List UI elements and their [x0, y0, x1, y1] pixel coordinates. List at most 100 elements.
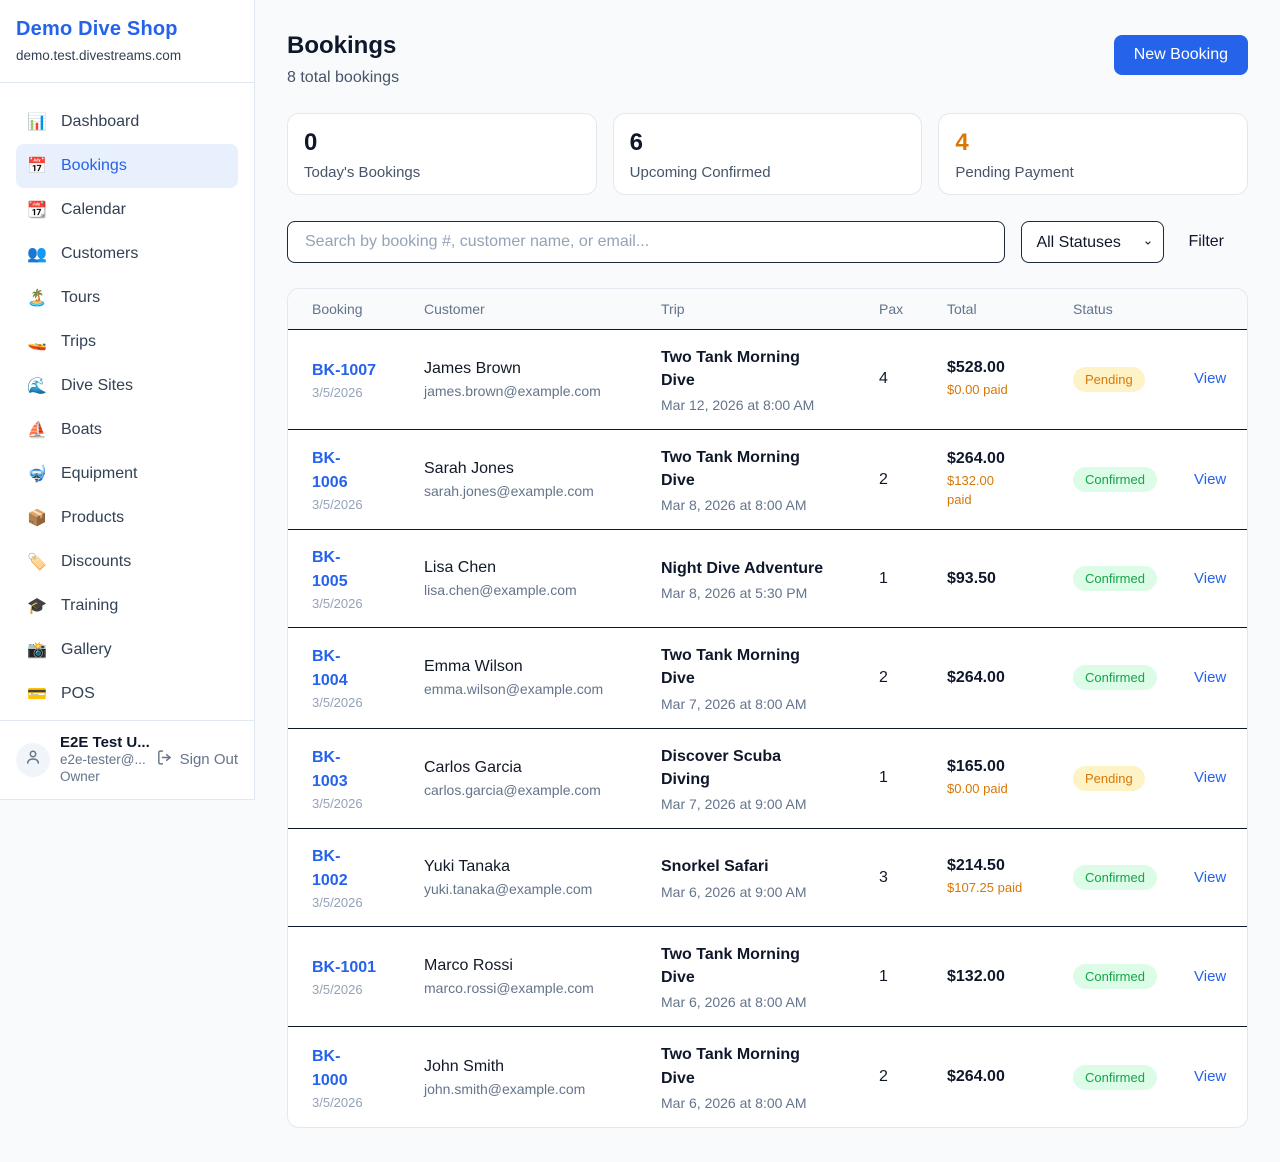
total-amount: $264.00: [947, 1068, 1005, 1086]
stat-label: Pending Payment: [955, 164, 1074, 181]
table-row: BK-1001 3/5/2026 Marco Rossi marco.rossi…: [288, 926, 1247, 1028]
col-header-pax: Pax: [879, 289, 947, 330]
view-link[interactable]: View: [1194, 1068, 1227, 1086]
pax-count: 1: [879, 967, 888, 985]
sidebar-item-boats[interactable]: ⛵ Boats: [16, 408, 238, 452]
table-row: BK- 1004 3/5/2026 Emma Wilson emma.wilso…: [288, 627, 1247, 729]
nav-item-icon: 🏝️: [27, 290, 47, 307]
customer-email: lisa.chen@example.com: [424, 582, 577, 599]
nav-item-label: Products: [61, 509, 125, 526]
nav-item-icon: 📊: [27, 114, 47, 131]
table-header-row: Booking Customer Trip Pax Total Status: [288, 289, 1247, 330]
col-header-trip: Trip: [661, 289, 879, 330]
stat-card-upcoming-confirmed: 6 Upcoming Confirmed: [612, 113, 923, 195]
trip-datetime: Mar 6, 2026 at 9:00 AM: [661, 883, 807, 900]
trip-datetime: Mar 6, 2026 at 8:00 AM: [661, 1094, 807, 1111]
sidebar: Demo Dive Shop demo.test.divestreams.com…: [0, 0, 255, 800]
view-link[interactable]: View: [1194, 470, 1227, 488]
sidebar-item-gallery[interactable]: 📸 Gallery: [16, 628, 238, 672]
sidebar-item-tours[interactable]: 🏝️ Tours: [16, 276, 238, 320]
booking-date: 3/5/2026: [312, 384, 363, 400]
view-link[interactable]: View: [1194, 569, 1227, 587]
nav-item-icon: 🎓: [27, 598, 47, 615]
view-link[interactable]: View: [1194, 868, 1227, 886]
nav-item-icon: 👥: [27, 246, 47, 263]
user-role: Owner: [60, 769, 100, 785]
pax-count: 1: [879, 569, 888, 587]
sidebar-footer: E2E Test U... e2e-tester@... Owner Sign …: [0, 719, 254, 800]
customer-email: carlos.garcia@example.com: [424, 781, 601, 798]
col-header-booking: Booking: [288, 289, 424, 330]
nav-item-icon: 📸: [27, 642, 47, 659]
booking-id-link[interactable]: BK- 1005: [312, 549, 348, 591]
stat-label: Upcoming Confirmed: [629, 164, 771, 181]
stat-label: Today's Bookings: [304, 164, 421, 181]
status-badge: Confirmed: [1073, 1064, 1157, 1090]
booking-id-link[interactable]: BK- 1000: [312, 1047, 348, 1089]
stat-value: 6: [629, 129, 644, 156]
nav-item-icon: ⛵: [27, 422, 47, 439]
trip-datetime: Mar 8, 2026 at 8:00 AM: [661, 497, 807, 514]
status-badge: Confirmed: [1073, 467, 1157, 493]
booking-id-link[interactable]: BK-1007: [312, 361, 377, 379]
sidebar-item-dive-sites[interactable]: 🌊 Dive Sites: [16, 364, 238, 408]
pax-count: 4: [879, 370, 888, 388]
pax-count: 2: [879, 668, 888, 686]
sidebar-item-calendar[interactable]: 📆 Calendar: [16, 188, 238, 232]
new-booking-button[interactable]: New Booking: [1113, 35, 1248, 75]
total-amount: $528.00: [947, 359, 1005, 377]
bookings-table-card: Booking Customer Trip Pax Total Status B…: [287, 288, 1248, 1128]
shop-name: Demo Dive Shop: [16, 18, 178, 40]
view-link[interactable]: View: [1194, 769, 1227, 787]
booking-id-link[interactable]: BK- 1002: [312, 848, 348, 889]
booking-id-link[interactable]: BK-1001: [312, 959, 377, 977]
view-link[interactable]: View: [1194, 668, 1227, 686]
stat-value: 0: [304, 129, 318, 156]
booking-date: 3/5/2026: [312, 982, 363, 998]
total-amount: $264.00: [947, 450, 1005, 468]
booking-date: 3/5/2026: [312, 695, 363, 711]
sidebar-item-trips[interactable]: 🚤 Trips: [16, 320, 238, 364]
customer-name: James Brown: [424, 359, 521, 377]
view-link[interactable]: View: [1194, 967, 1227, 985]
booking-date: 3/5/2026: [312, 497, 363, 513]
main-content: Bookings 8 total bookings New Booking 0 …: [255, 0, 1280, 1160]
view-link[interactable]: View: [1194, 370, 1227, 388]
stat-card-todays-bookings: 0 Today's Bookings: [287, 113, 597, 195]
sidebar-header: Demo Dive Shop demo.test.divestreams.com: [0, 0, 254, 83]
customer-email: yuki.tanaka@example.com: [424, 881, 593, 897]
booking-id-link[interactable]: BK- 1006: [312, 450, 348, 492]
sign-out-button[interactable]: Sign Out: [156, 749, 238, 770]
nav-item-label: Dive Sites: [61, 377, 134, 394]
sidebar-item-equipment[interactable]: 🤿 Equipment: [16, 452, 238, 496]
sidebar-item-discounts[interactable]: 🏷️ Discounts: [16, 540, 238, 584]
trip-datetime: Mar 8, 2026 at 5:30 PM: [661, 584, 808, 601]
customer-name: Emma Wilson: [424, 658, 523, 676]
sidebar-item-products[interactable]: 📦 Products: [16, 496, 238, 540]
booking-id-link[interactable]: BK- 1004: [312, 648, 348, 690]
filter-button[interactable]: Filter: [1164, 233, 1248, 251]
status-badge: Confirmed: [1073, 964, 1157, 990]
sidebar-item-training[interactable]: 🎓 Training: [16, 584, 238, 628]
sidebar-item-bookings[interactable]: 📅 Bookings: [16, 144, 238, 188]
paid-amount: $132.00 paid: [947, 473, 994, 507]
sidebar-nav: 📊 Dashboard 📅 Bookings 📆 Calendar 👥 Cust…: [0, 83, 254, 733]
customer-email: sarah.jones@example.com: [424, 483, 594, 500]
search-input[interactable]: [287, 221, 1006, 263]
logout-icon: [156, 749, 173, 770]
customer-name: John Smith: [424, 1057, 505, 1075]
status-select[interactable]: All Statuses: [1021, 221, 1165, 263]
col-header-view: [1194, 289, 1247, 330]
booking-id-link[interactable]: BK- 1003: [312, 748, 348, 790]
sidebar-item-pos[interactable]: 💳 POS: [16, 672, 238, 716]
nav-item-label: Bookings: [61, 157, 127, 174]
nav-item-label: Gallery: [61, 641, 112, 658]
page-subtitle: 8 total bookings: [287, 69, 400, 86]
sidebar-item-dashboard[interactable]: 📊 Dashboard: [16, 100, 238, 144]
status-badge: Confirmed: [1073, 865, 1157, 890]
sidebar-item-customers[interactable]: 👥 Customers: [16, 232, 238, 276]
nav-item-label: Calendar: [61, 201, 126, 218]
trip-datetime: Mar 7, 2026 at 8:00 AM: [661, 695, 807, 712]
total-amount: $165.00: [947, 758, 1005, 776]
page-title: Bookings: [287, 32, 397, 59]
